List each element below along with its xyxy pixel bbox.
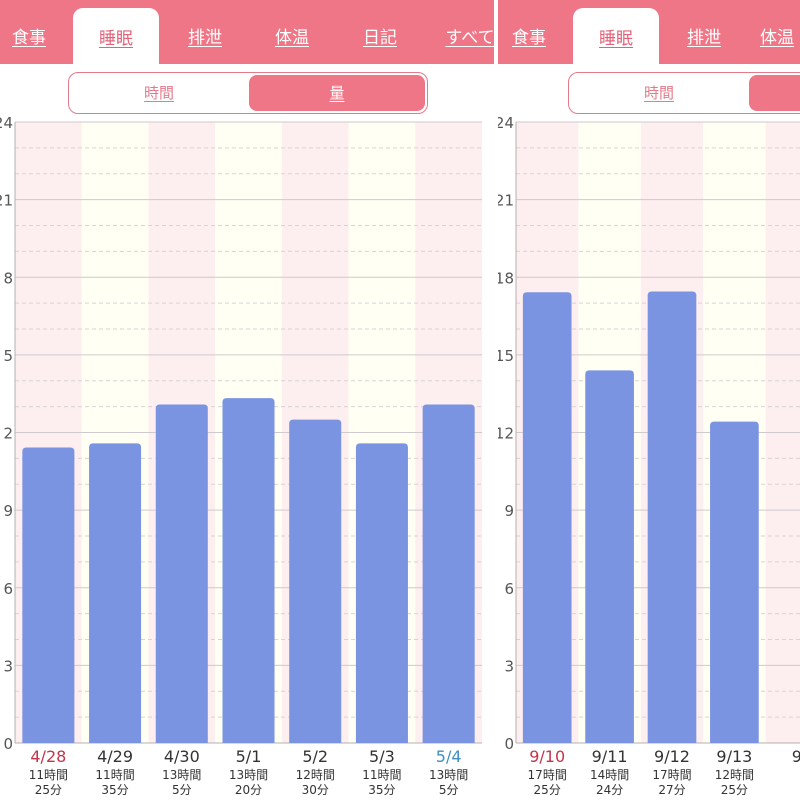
y-tick-label: 15 bbox=[498, 347, 514, 365]
tab-excretion[interactable]: 排泄 bbox=[687, 28, 721, 48]
duration-minutes-label: 20分 bbox=[235, 783, 262, 797]
segment-time[interactable]: 時間 bbox=[143, 84, 174, 102]
duration-minutes-label: 30分 bbox=[302, 783, 329, 797]
tab-temperature[interactable]: 体温 bbox=[275, 28, 309, 48]
duration-hours-label: 13時間 bbox=[162, 768, 201, 782]
duration-hours-label: 11時間 bbox=[29, 768, 68, 782]
duration-minutes-label: 35分 bbox=[101, 783, 128, 797]
segment-time[interactable]: 時間 bbox=[643, 84, 674, 102]
x-date-label: 9/13 bbox=[716, 747, 752, 766]
y-tick-label: 12 bbox=[498, 425, 514, 443]
sleep-bar bbox=[585, 370, 634, 743]
x-date-label: 9/11 bbox=[592, 747, 628, 766]
duration-minutes-label: 5分 bbox=[172, 783, 192, 797]
duration-hours-label: 12時間 bbox=[296, 768, 335, 782]
sleep-bar bbox=[647, 291, 697, 743]
left-screen: 食事 睡眠 排泄 体温 日記 すべて 時間 量 0 3 6 9 2 5 8 21 24 4/28 1… bbox=[0, 0, 494, 797]
tab-bar: 食事 睡眠 排泄 体温 日記 すべて bbox=[0, 0, 494, 66]
x-date-label: 9 bbox=[792, 747, 800, 766]
duration-minutes-label: 5分 bbox=[439, 783, 459, 797]
x-date-label: 4/28 bbox=[30, 747, 66, 766]
y-tick-label: 0 bbox=[3, 735, 13, 753]
x-date-label: 5/2 bbox=[302, 747, 328, 766]
tab-meal[interactable]: 食事 bbox=[512, 28, 546, 48]
y-tick-label: 9 bbox=[3, 502, 13, 520]
y-tick-label: 3 bbox=[504, 657, 514, 675]
duration-minutes-label: 25分 bbox=[35, 783, 62, 797]
y-tick-label: 21 bbox=[498, 192, 514, 210]
tab-sleep[interactable]: 睡眠 bbox=[73, 8, 159, 66]
x-date-label: 5/3 bbox=[369, 747, 395, 766]
sleep-bar bbox=[89, 443, 142, 743]
x-date-label: 4/29 bbox=[97, 747, 133, 766]
sleep-bar bbox=[22, 447, 75, 743]
tab-all[interactable]: すべて bbox=[445, 28, 494, 48]
x-date-label: 9/10 bbox=[529, 747, 565, 766]
y-tick-label: 3 bbox=[3, 657, 13, 675]
sleep-bar-chart: 036912151821249/1017時間25分9/1114時間24分9/12… bbox=[498, 114, 800, 797]
y-tick-label: 24 bbox=[0, 114, 13, 132]
x-date-label: 9/12 bbox=[654, 747, 690, 766]
y-tick-label: 0 bbox=[504, 735, 514, 753]
y-tick-label: 24 bbox=[498, 114, 514, 132]
right-screen: 食事 睡眠 排泄 体温 時間 0 3 6 9 12 15 18 21 24 9/10 17時間 25分… bbox=[498, 0, 800, 800]
view-segment-control: 時間 量 bbox=[68, 72, 428, 114]
sleep-bar bbox=[522, 292, 572, 743]
y-tick-label: 5 bbox=[3, 347, 13, 365]
sleep-bar bbox=[422, 404, 475, 743]
view-segment-control: 時間 bbox=[568, 72, 800, 114]
x-date-label: 5/4 bbox=[436, 747, 462, 766]
x-date-label: 4/30 bbox=[164, 747, 200, 766]
tab-meal[interactable]: 食事 bbox=[12, 28, 46, 48]
duration-hours-label: 11時間 bbox=[95, 768, 134, 782]
duration-minutes-label: 24分 bbox=[596, 783, 623, 797]
duration-hours-label: 13時間 bbox=[429, 768, 468, 782]
y-tick-label: 2 bbox=[3, 425, 13, 443]
segment-amount[interactable] bbox=[749, 75, 800, 111]
y-tick-label: 18 bbox=[498, 269, 514, 287]
tab-bar: 食事 睡眠 排泄 体温 bbox=[498, 0, 800, 66]
duration-hours-label: 11時間 bbox=[362, 768, 401, 782]
duration-minutes-label: 27分 bbox=[658, 783, 685, 797]
tab-temperature[interactable]: 体温 bbox=[760, 28, 794, 48]
y-tick-label: 6 bbox=[3, 580, 13, 598]
sleep-bar bbox=[155, 404, 208, 743]
sleep-bar bbox=[289, 419, 342, 743]
duration-hours-label: 12時間 bbox=[715, 768, 754, 782]
tab-sleep[interactable]: 睡眠 bbox=[573, 8, 659, 66]
sleep-bar bbox=[710, 421, 759, 743]
segment-amount[interactable]: 量 bbox=[249, 75, 425, 111]
duration-minutes-label: 25分 bbox=[721, 783, 748, 797]
duration-hours-label: 14時間 bbox=[590, 768, 629, 782]
y-tick-label: 6 bbox=[504, 580, 514, 598]
y-tick-label: 21 bbox=[0, 192, 13, 210]
duration-hours-label: 17時間 bbox=[528, 768, 567, 782]
sleep-bar-chart: 036925821244/2811時間25分4/2911時間35分4/3013時… bbox=[0, 114, 482, 797]
duration-minutes-label: 35分 bbox=[368, 783, 395, 797]
y-tick-label: 8 bbox=[3, 269, 13, 287]
tab-excretion[interactable]: 排泄 bbox=[188, 28, 222, 48]
duration-minutes-label: 25分 bbox=[534, 783, 561, 797]
y-tick-label: 9 bbox=[504, 502, 514, 520]
sleep-bar bbox=[222, 398, 275, 743]
panel-divider bbox=[494, 0, 498, 800]
duration-hours-label: 17時間 bbox=[652, 768, 691, 782]
duration-hours-label: 13時間 bbox=[229, 768, 268, 782]
tab-diary[interactable]: 日記 bbox=[363, 28, 397, 48]
x-date-label: 5/1 bbox=[236, 747, 262, 766]
sleep-bar bbox=[355, 443, 408, 743]
